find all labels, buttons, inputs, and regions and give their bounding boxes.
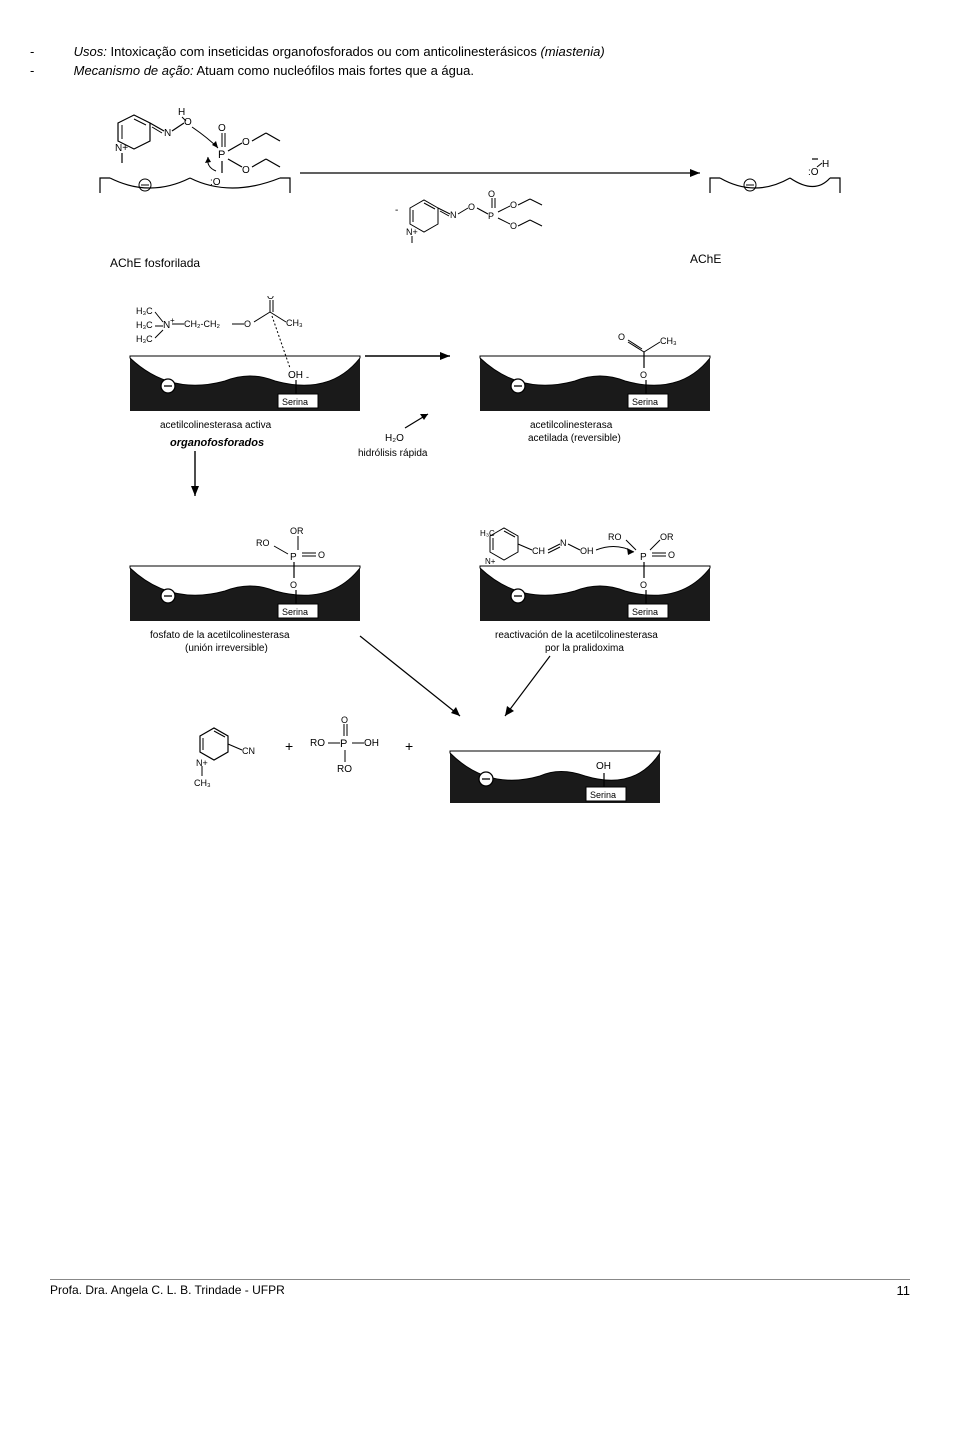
n-4: N (560, 538, 567, 548)
h3c-1: H₃C (136, 306, 153, 316)
p-prod: P (340, 738, 347, 750)
dash: - (50, 44, 70, 59)
uses-line: - Usos: Intoxicação com inseticidas orga… (50, 44, 910, 59)
o-ser-4: O (640, 580, 647, 590)
plus-2: + (405, 738, 413, 754)
o-ester-1: O (244, 319, 251, 329)
react-label-1: reactivación de la acetilcolinesterasa (495, 630, 658, 641)
serina-1: Serina (282, 397, 308, 407)
serina-3: Serina (282, 607, 308, 617)
ch3-1: CH₃ (286, 318, 303, 328)
phos-ache-label-2: (unión irreversible) (185, 643, 268, 654)
o-p-double: O (218, 123, 226, 134)
p-3: P (290, 552, 297, 563)
or-4: OR (660, 532, 674, 542)
byproduct-minus: - (395, 205, 398, 216)
ache-acet-label-2: acetilada (reversible) (528, 433, 621, 444)
byproduct-po: O (488, 189, 495, 199)
oh-minus-1: - (306, 372, 309, 382)
ro-prod: RO (310, 738, 325, 749)
serina-5: Serina (590, 790, 616, 800)
serina-2: Serina (632, 397, 658, 407)
plus-1: + (285, 738, 293, 754)
ache-label: AChE (690, 252, 910, 266)
ch3-prod: CH₃ (194, 778, 211, 788)
o-p-4: O (668, 550, 675, 560)
mech-line: - Mecanismo de ação: Atuam como nucleófi… (50, 63, 910, 78)
h3c-2: H₃C (136, 320, 153, 330)
oh-4: OH (580, 546, 594, 556)
ro-4: RO (608, 532, 622, 542)
footer-text: Profa. Dra. Angela C. L. B. Trindade - U… (50, 1283, 285, 1297)
o-ser-2: O (640, 370, 647, 380)
h3c-4: H₃C (480, 529, 495, 538)
ache-acet-label-1: acetilcolinesterasa (530, 420, 613, 431)
o-carbonyl-2: O (618, 332, 625, 342)
h2o-label: H₂O (385, 433, 404, 444)
o-carbonyl-1: O (267, 296, 274, 301)
o-p-3: O (318, 550, 325, 560)
serina-4: Serina (632, 607, 658, 617)
ro-3: RO (256, 538, 270, 548)
n-atom: N (164, 128, 171, 139)
ch2ch2-1: CH₂-CH₂ (184, 319, 220, 329)
byproduct-p: P (488, 211, 494, 221)
h3c-3: H₃C (136, 334, 153, 344)
o-serine-right: :O (808, 167, 819, 178)
footer: Profa. Dra. Angela C. L. B. Trindade - U… (50, 1279, 910, 1297)
oh-1: OH (288, 370, 303, 381)
o-serine: :O (210, 177, 221, 188)
uses-label: Usos: (74, 44, 107, 59)
dash: - (50, 63, 70, 78)
o-et1: O (242, 137, 250, 148)
byproduct-n-plus: N+ (406, 227, 418, 237)
ch3-2: CH₃ (660, 336, 677, 346)
oh-5: OH (596, 761, 611, 772)
cn-prod: CN (242, 746, 255, 756)
o-atom: O (184, 117, 192, 128)
p-4: P (640, 552, 647, 563)
byproduct-n: N (450, 210, 457, 220)
byproduct-oet1: O (510, 200, 517, 210)
footer-rule (50, 1279, 910, 1280)
hydro-label: hidrólisis rápida (358, 448, 428, 459)
h-atom: H (178, 107, 185, 118)
o-et2: O (242, 165, 250, 176)
ch-4: CH (532, 546, 545, 556)
n-plus-atom: N+ (115, 143, 128, 154)
mech-label: Mecanismo de ação: (74, 63, 194, 78)
byproduct-o: O (468, 202, 475, 212)
uses-text: Intoxicação com inseticidas organofosfor… (110, 44, 540, 59)
react-label-2: por la pralidoxima (545, 643, 624, 654)
or-3: OR (290, 526, 304, 536)
o-ser-3: O (290, 580, 297, 590)
p-atom: P (218, 149, 225, 161)
uses-paren: (miastenia) (540, 44, 604, 59)
mechanism-diagram: Serina OH - H₃C H₃C H₃C N + CH₂-CH₂ O CH… (110, 296, 910, 859)
o-prod-top: O (341, 715, 348, 725)
phos-ache-label-1: fosfato de la acetilcolinesterasa (150, 630, 290, 641)
page-number: 11 (897, 1283, 911, 1298)
ache-active-label: acetilcolinesterasa activa (160, 420, 272, 431)
byproduct-oet2: O (510, 221, 517, 231)
oh-prod: OH (364, 738, 379, 749)
ro-prod-bottom: RO (337, 764, 352, 775)
top-reaction-scheme: N+ N O H P O O O :O :O H N+ (90, 103, 910, 246)
organo-label: organofosforados (170, 437, 264, 449)
n-plus-4: N+ (485, 557, 496, 566)
h-right: H (822, 159, 829, 170)
mech-text: Atuam como nucleófilos mais fortes que a… (196, 63, 473, 78)
